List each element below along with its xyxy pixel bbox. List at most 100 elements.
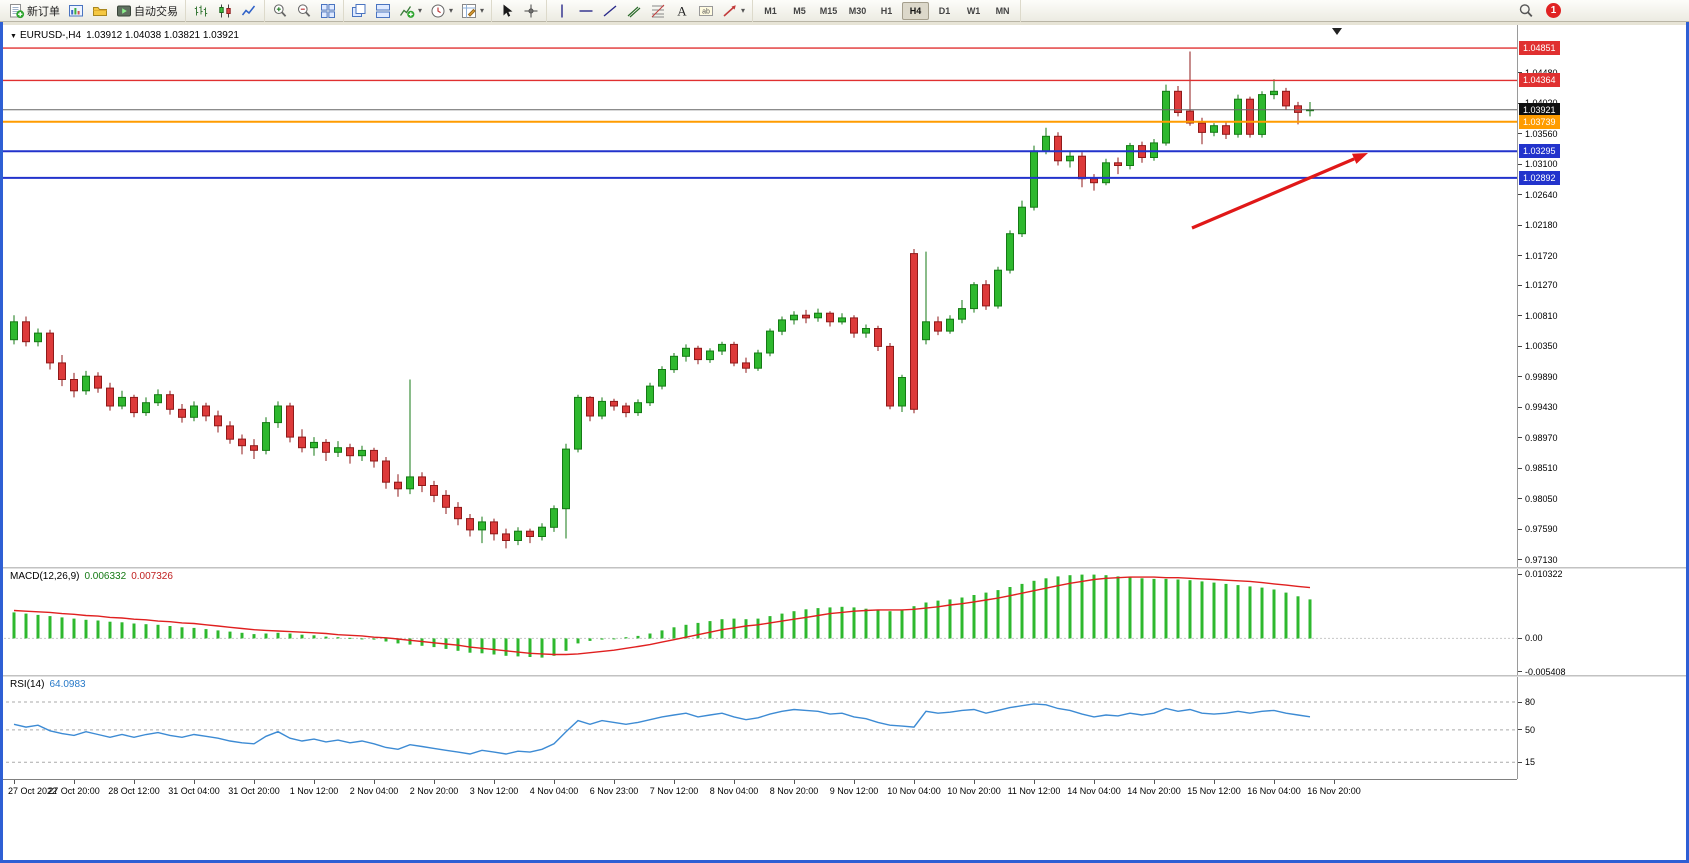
time-tick-label: 31 Oct 04:00 [168, 786, 220, 796]
price-tick-label: 1.00810 [1525, 310, 1558, 321]
macd-indicator-label: MACD(12,26,9) 0.006332 0.007326 [10, 571, 178, 582]
arrows-button[interactable]: ▾ [718, 1, 749, 21]
price-tick-label: 1.02180 [1525, 220, 1558, 231]
macd-histogram [12, 574, 1312, 658]
time-tick-label: 8 Nov 04:00 [709, 786, 759, 796]
timeframe-w1[interactable]: W1 [960, 2, 987, 20]
profiles-button[interactable] [88, 1, 112, 21]
axis-tick [1518, 761, 1522, 763]
time-tick [614, 780, 615, 784]
chart-shift-marker[interactable] [1332, 28, 1342, 35]
time-tick-label: 3 Nov 12:00 [469, 786, 519, 796]
timeframe-h4[interactable]: H4 [902, 1, 930, 20]
notification-badge[interactable]: 1 [1546, 3, 1561, 18]
timeframe-m15[interactable]: M15 [815, 2, 842, 20]
time-tick-label: 6 Nov 23:00 [589, 786, 639, 796]
channel-icon [626, 3, 642, 19]
trendline-button[interactable] [598, 1, 622, 21]
main-chart-canvas[interactable] [0, 25, 1517, 567]
fibonacci-button[interactable] [646, 1, 670, 21]
line-chart-icon [241, 3, 257, 19]
axis-tick [1518, 376, 1522, 378]
panel-separator[interactable] [0, 567, 1686, 569]
time-tick [434, 780, 435, 784]
autotrading-button-label: 自动交易 [134, 5, 178, 18]
timeframe-h1[interactable]: H1 [873, 2, 900, 20]
price-axis[interactable]: 1.044801.040201.035601.031001.026401.021… [1518, 25, 1686, 779]
time-tick-label: 15 Nov 12:00 [1187, 786, 1241, 796]
timeframe-mn[interactable]: MN [989, 2, 1016, 20]
rsi-name: RSI(14) [10, 679, 45, 690]
toolbar-group [265, 0, 344, 22]
macd-signal-value: 0.007326 [131, 571, 173, 582]
rsi-value: 64.0983 [49, 679, 86, 690]
charts-button[interactable] [64, 1, 88, 21]
templates-button[interactable]: ▾ [457, 1, 488, 21]
timeframe-d1[interactable]: D1 [931, 2, 958, 20]
time-axis[interactable]: 27 Oct 2022 27 Oct 20:00 28 Oct 12:00 31 Oc… [0, 779, 1517, 801]
zoom-in-button[interactable] [268, 1, 292, 21]
resistance-line-2-price-tag[interactable]: 1.04364 [1519, 73, 1560, 88]
support-line-1-price-tag[interactable]: 1.03295 [1519, 144, 1560, 159]
crosshair-button[interactable] [519, 1, 543, 21]
time-tick-label: 4 Nov 04:00 [529, 786, 579, 796]
search-icon [1518, 3, 1534, 19]
text-button[interactable]: A [670, 1, 694, 21]
axis-tick [1518, 671, 1522, 673]
axis-tick [1518, 224, 1522, 226]
cascade-windows-button[interactable] [347, 1, 371, 21]
timeframe-m1[interactable]: M1 [757, 2, 784, 20]
channel-button[interactable] [622, 1, 646, 21]
candles-series [10, 51, 1314, 549]
rsi-tick-label: 50 [1525, 724, 1536, 735]
timeframe-m30[interactable]: M30 [844, 2, 871, 20]
tile-windows-button[interactable] [316, 1, 340, 21]
resistance-line-1-price-tag[interactable]: 1.04851 [1519, 41, 1560, 56]
rsi-indicator-label: RSI(14) 64.0983 [10, 679, 91, 690]
time-tick-label: 2 Nov 20:00 [409, 786, 459, 796]
macd-tick-label: -0.005408 [1525, 666, 1566, 677]
bar-chart-icon [193, 3, 209, 19]
time-tick [134, 780, 135, 784]
time-tick [1034, 780, 1035, 784]
zoom-out-button[interactable] [292, 1, 316, 21]
bar-chart-button[interactable] [189, 1, 213, 21]
time-tick [974, 780, 975, 784]
time-tick-label: 8 Nov 20:00 [769, 786, 819, 796]
orange-level-line-price-tag[interactable]: 1.03739 [1519, 114, 1560, 129]
support-line-2-price-tag[interactable]: 1.02892 [1519, 170, 1560, 185]
cursor-button[interactable] [495, 1, 519, 21]
timeframe-m5[interactable]: M5 [786, 2, 813, 20]
horizontal-line-button[interactable] [574, 1, 598, 21]
chevron-down-icon[interactable]: ▼ [10, 33, 17, 40]
label-button[interactable]: ab [694, 1, 718, 21]
time-tick [1094, 780, 1095, 784]
price-tick-label: 1.00350 [1525, 341, 1558, 352]
vertical-line-button[interactable] [550, 1, 574, 21]
periods-button[interactable]: ▾ [426, 1, 457, 21]
line-chart-button[interactable] [237, 1, 261, 21]
time-tick [554, 780, 555, 784]
new-order-button-label: 新订单 [27, 5, 60, 18]
price-tick-label: 0.98050 [1525, 493, 1558, 504]
price-tick-label: 1.03100 [1525, 159, 1558, 170]
trend-arrow-annotation[interactable] [1191, 153, 1368, 230]
panel-separator[interactable] [0, 675, 1686, 677]
search-button[interactable] [1514, 1, 1538, 21]
macd-canvas[interactable] [0, 569, 1517, 675]
axis-tick [1518, 559, 1522, 561]
indicators-button[interactable]: ▾ [395, 1, 426, 21]
rsi-tick-label: 80 [1525, 697, 1536, 708]
time-tick-label: 27 Oct 20:00 [48, 786, 100, 796]
new-order-button[interactable]: 新订单 [5, 1, 64, 21]
autotrading-button[interactable]: 自动交易 [112, 1, 182, 21]
chart-symbol-period: EURUSD-,H4 [19, 30, 82, 41]
rsi-canvas[interactable] [0, 677, 1517, 779]
arrange-windows-button[interactable] [371, 1, 395, 21]
price-tick-label: 1.03560 [1525, 128, 1558, 139]
arrange-icon [375, 3, 391, 19]
candlestick-chart-button[interactable] [213, 1, 237, 21]
macd-main-value: 0.006332 [84, 571, 127, 582]
price-tick-label: 0.99430 [1525, 402, 1558, 413]
